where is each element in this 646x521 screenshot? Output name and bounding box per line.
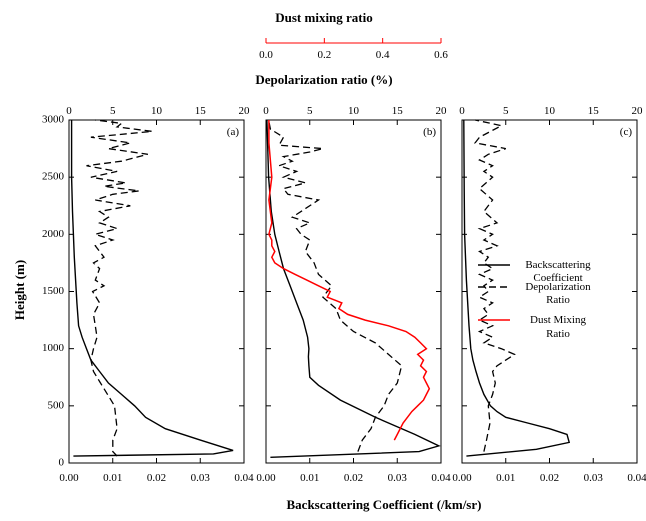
- backscatter-line: [70, 120, 234, 457]
- dust-tick-label: 0.4: [376, 49, 390, 61]
- depol-tick-label: 10: [151, 105, 163, 117]
- x-tick-label: 0.01: [496, 472, 515, 484]
- depol-tick-label: 0: [66, 105, 72, 117]
- legend-label: Ratio: [546, 294, 570, 306]
- panel-label: (a): [227, 126, 240, 138]
- depolarization-line: [473, 119, 516, 452]
- legend-label: Depolarization: [525, 281, 591, 293]
- depol-tick-label: 15: [392, 105, 404, 117]
- legend-label: Coefficient: [533, 272, 582, 284]
- y-tick-label: 3000: [42, 114, 65, 126]
- x-tick-label: 0.04: [234, 472, 254, 484]
- legend: BackscatteringCoefficientDepolarizationR…: [478, 259, 591, 340]
- panel-a: 0 500 1000 1500 2000 2500 3000 0.00 0.01 0.02 0.03…: [42, 105, 254, 484]
- x-axis-title: Backscattering Coefficient (/km/sr): [287, 497, 482, 512]
- legend-label: Ratio: [546, 328, 570, 340]
- x-tick-label: 0.00: [256, 472, 276, 484]
- y-tick-label: 2500: [42, 171, 65, 183]
- backscatter-line: [266, 119, 441, 458]
- y-tick-label: 0: [59, 457, 65, 469]
- y-axis-title: Height (m): [12, 260, 27, 320]
- y-tick-label: 500: [48, 399, 65, 411]
- x-tick-label: 0.04: [431, 472, 451, 484]
- depol-tick-label: 5: [503, 105, 509, 117]
- x-tick-label: 0.01: [103, 472, 122, 484]
- depol-tick-label: 10: [544, 105, 556, 117]
- depol-tick-label: 20: [632, 105, 644, 117]
- panel-label: (c): [620, 126, 633, 138]
- x-tick-label: 0.03: [584, 472, 604, 484]
- depol-tick-label: 20: [436, 105, 448, 117]
- x-tick-label: 0.00: [452, 472, 472, 484]
- panel-frame: [68, 119, 245, 464]
- x-tick-label: 0.02: [344, 472, 363, 484]
- x-tick-label: 0.02: [540, 472, 559, 484]
- depol-tick-label: 20: [239, 105, 251, 117]
- x-tick-label: 0.00: [59, 472, 79, 484]
- y-tick-label: 1500: [42, 285, 65, 297]
- x-tick-label: 0.03: [191, 472, 211, 484]
- x-tick-label: 0.04: [627, 472, 646, 484]
- y-tick-label: 2000: [42, 228, 65, 240]
- depol-tick-label: 15: [588, 105, 600, 117]
- x-tick-label: 0.01: [300, 472, 319, 484]
- depolarization-line: [267, 119, 403, 452]
- depol-tick-label: 5: [307, 105, 313, 117]
- depolarization-axis-title: Depolarization ratio (%): [255, 72, 392, 87]
- depol-tick-label: 0: [263, 105, 269, 117]
- legend-label: Dust Mixing: [530, 314, 586, 326]
- depol-tick-label: 5: [110, 105, 116, 117]
- depol-tick-label: 0: [459, 105, 465, 117]
- backscatter-line: [463, 119, 571, 457]
- depolarization-line: [86, 119, 153, 457]
- dust-mixing-line: [268, 120, 431, 441]
- x-tick-label: 0.02: [147, 472, 166, 484]
- dust-tick-label: 0.2: [317, 49, 331, 61]
- panel-b: 0.00 0.01 0.02 0.03 0.04 0 5 10 15 20(b): [256, 105, 451, 484]
- dust-tick-label: 0.6: [434, 49, 448, 61]
- panel-c: 0.00 0.01 0.02 0.03 0.04 0 5 10 15 20 (c): [452, 105, 646, 484]
- dust-axis-title: Dust mixing ratio: [275, 10, 373, 25]
- x-tick-label: 0.03: [388, 472, 408, 484]
- y-tick-label: 1000: [42, 342, 65, 354]
- legend-label: Backscattering: [525, 259, 591, 271]
- depol-tick-label: 15: [195, 105, 207, 117]
- panel-label: (b): [423, 126, 436, 138]
- depol-tick-label: 10: [348, 105, 360, 117]
- dust-mixing-ratio-axis: 0.0 0.2 0.4 0.6: [259, 38, 448, 61]
- dust-tick-label: 0.0: [259, 49, 273, 61]
